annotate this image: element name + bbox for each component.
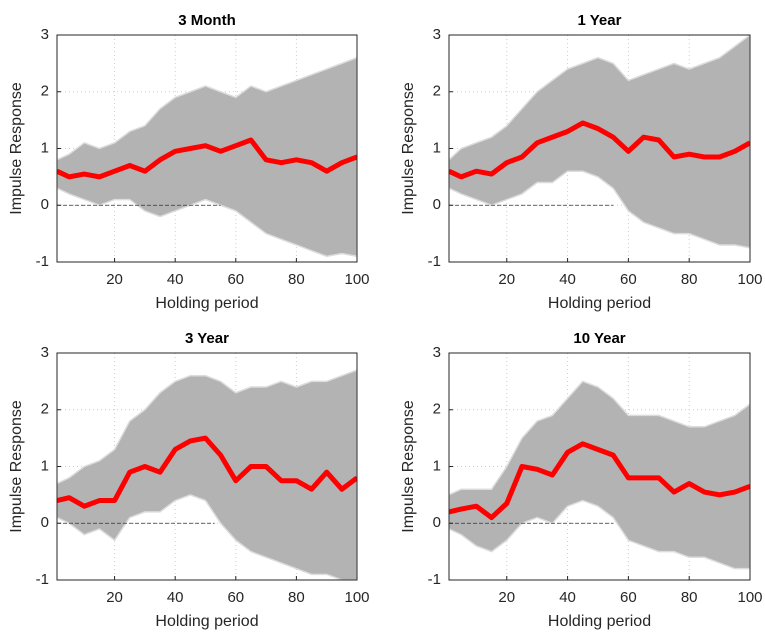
- y-tick-label: 1: [41, 457, 49, 474]
- subplot: -1 0 1 2 3 20 40 60 80 100 10 Year Holding period Im…: [400, 330, 762, 630]
- confidence-band: [57, 369, 357, 580]
- x-tick-label: 80: [681, 271, 698, 288]
- y-tick-label: 2: [41, 401, 49, 418]
- plot-content: [57, 56, 357, 258]
- y-tick-label: 2: [433, 83, 441, 100]
- axes-box: [56, 34, 358, 263]
- y-tick-label: 2: [41, 83, 49, 100]
- x-tick-label: 40: [167, 589, 184, 606]
- axes-box: [56, 352, 358, 581]
- x-tick-label: 60: [620, 271, 637, 288]
- x-tick-label: 20: [498, 589, 515, 606]
- subplot: -1 0 1 2 3 20 40 60 80 100 3 Year Holding period Imp…: [8, 330, 369, 630]
- chart-title: 10 Year: [573, 330, 625, 347]
- x-axis-label: Holding period: [155, 295, 258, 312]
- y-tick-label: -1: [36, 571, 49, 588]
- axes-box: [448, 352, 751, 581]
- x-tick-label: 80: [288, 271, 305, 288]
- impulse-response-line: [57, 435, 357, 509]
- subplot: -1 0 1 2 3 20 40 60 80 100 1 Year Holding period Imp…: [400, 12, 762, 312]
- y-tick-label: 1: [433, 457, 441, 474]
- y-axis-label: Impulse Response: [400, 400, 417, 533]
- chart-title: 3 Year: [185, 330, 229, 347]
- y-tick-label: 1: [41, 139, 49, 156]
- impulse-response-line: [57, 137, 357, 180]
- x-axis-label: Holding period: [548, 295, 651, 312]
- x-tick-label: 80: [288, 589, 305, 606]
- plot-content: [449, 35, 750, 249]
- y-tick-label: 2: [433, 401, 441, 418]
- y-tick-label: -1: [428, 253, 441, 270]
- subplot: -1 0 1 2 3 20 40 60 80 100 3 Month Holding period Im…: [8, 12, 369, 312]
- confidence-band: [449, 35, 750, 249]
- impulse-response-line: [449, 120, 750, 180]
- y-tick-label: 3: [433, 344, 441, 361]
- impulse-response-line: [449, 441, 750, 521]
- chart-title: 1 Year: [578, 12, 622, 29]
- y-tick-label: 0: [433, 514, 441, 531]
- x-tick-label: 80: [681, 589, 698, 606]
- x-tick-label: 20: [106, 589, 123, 606]
- x-axis-label: Holding period: [548, 613, 651, 630]
- plot-content: [449, 380, 750, 570]
- x-tick-label: 60: [227, 589, 244, 606]
- x-tick-label: 100: [737, 271, 762, 288]
- confidence-band: [449, 380, 750, 570]
- chart-title: 3 Month: [178, 12, 236, 29]
- y-tick-label: 0: [41, 196, 49, 213]
- y-tick-label: 0: [41, 514, 49, 531]
- y-tick-label: 0: [433, 196, 441, 213]
- x-tick-label: 20: [498, 271, 515, 288]
- y-tick-label: 3: [41, 344, 49, 361]
- y-tick-label: -1: [36, 253, 49, 270]
- y-tick-label: 3: [41, 26, 49, 43]
- x-tick-label: 100: [344, 589, 369, 606]
- y-axis-label: Impulse Response: [8, 400, 25, 533]
- y-axis-label: Impulse Response: [8, 82, 25, 215]
- confidence-band: [57, 56, 357, 258]
- x-tick-label: 60: [620, 589, 637, 606]
- x-tick-label: 40: [559, 589, 576, 606]
- y-axis-label: Impulse Response: [400, 82, 417, 215]
- x-tick-label: 60: [227, 271, 244, 288]
- y-tick-label: -1: [428, 571, 441, 588]
- plot-content: [57, 369, 357, 580]
- x-tick-label: 100: [737, 589, 762, 606]
- x-tick-label: 40: [559, 271, 576, 288]
- x-axis-label: Holding period: [155, 613, 258, 630]
- y-tick-label: 1: [433, 139, 441, 156]
- y-tick-label: 3: [433, 26, 441, 43]
- x-tick-label: 40: [167, 271, 184, 288]
- x-tick-label: 20: [106, 271, 123, 288]
- axes-box: [448, 34, 751, 263]
- x-tick-label: 100: [344, 271, 369, 288]
